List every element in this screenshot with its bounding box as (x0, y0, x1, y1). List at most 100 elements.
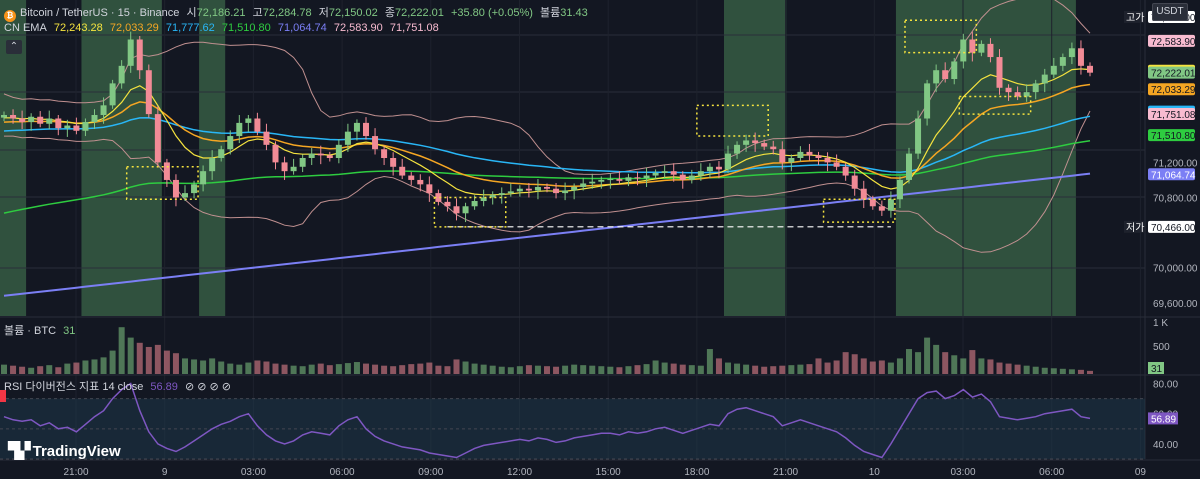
currency-selector[interactable]: USDT (1152, 3, 1188, 21)
volume-legend[interactable]: 볼륨 · BTC 31 (4, 322, 79, 338)
candle-body (797, 151, 804, 158)
candle (453, 198, 460, 221)
candle (1077, 40, 1084, 75)
rsi-flags: ⊘ ⊘ ⊘ ⊘ (184, 381, 232, 393)
candle-body (19, 118, 26, 123)
rsi-legend[interactable]: RSI 다이버전스 지표 14 close 56.89 ⊘ ⊘ ⊘ ⊘ (4, 378, 235, 394)
candle-body (55, 118, 62, 129)
candle (1014, 86, 1021, 101)
candle (598, 176, 605, 189)
candle (1087, 62, 1093, 77)
candle-body (390, 158, 397, 167)
axis-label-value: 70,466.00 (1151, 223, 1196, 234)
volume-bar (571, 364, 578, 374)
candle-body (643, 175, 650, 179)
candle (743, 134, 750, 152)
volume-bar (335, 364, 342, 374)
candle (64, 119, 71, 137)
candle-body (815, 155, 822, 158)
volume-bar (824, 362, 831, 374)
volume-bar (254, 360, 261, 374)
volume-bar (661, 362, 668, 374)
symbol-name[interactable]: Bitcoin / TetherUS · 15 · Binance (20, 7, 180, 19)
ema-value-5: 71,064.74 (277, 22, 327, 34)
volume-bar (10, 365, 17, 374)
candle (326, 151, 333, 162)
candle (706, 163, 713, 179)
candle (516, 185, 523, 197)
rsi-tick-label: 40.00 (1153, 440, 1178, 451)
candle-body (444, 201, 451, 207)
time-tick-label: 09:00 (418, 467, 443, 478)
volume-bar (616, 367, 623, 374)
volume-bar (281, 364, 288, 374)
candle (145, 64, 152, 118)
volume-bar (851, 354, 858, 374)
candle-body (335, 144, 342, 158)
candle-body (960, 39, 967, 62)
ema-legend[interactable]: CN EMA 72,243.28 72,033.29 71,777.62 71,… (4, 22, 443, 34)
axis-label-bg (1148, 220, 1195, 233)
candle (942, 62, 949, 83)
volume-bar (218, 361, 225, 374)
volume-bar (1014, 364, 1021, 374)
volume-bar (534, 365, 541, 374)
candle-body (209, 158, 216, 172)
candle-body (670, 171, 677, 175)
candle-body (290, 166, 297, 172)
candle (281, 156, 288, 180)
candle (100, 97, 107, 124)
candle-body (833, 162, 840, 167)
candle (353, 119, 360, 141)
volume-bar (453, 359, 460, 374)
axis-label-bg (1148, 34, 1195, 47)
volume-bar (1059, 368, 1066, 374)
volume-bar (163, 350, 170, 374)
candle (399, 158, 406, 180)
ohlc-close: 종72,222.01 (384, 7, 444, 19)
candle (824, 152, 831, 172)
volume-bar (562, 365, 569, 374)
axis-label-bg (1148, 83, 1195, 96)
time-tick-label: 21:00 (773, 467, 798, 478)
volume-bar (245, 362, 252, 374)
volume-bar (752, 365, 759, 374)
axis-label-prefix-bg (1124, 220, 1146, 233)
volume-bar (734, 363, 741, 374)
candle-body (924, 83, 931, 119)
volume-bar (290, 365, 297, 374)
volume-bar (136, 342, 143, 374)
candle (91, 109, 98, 130)
candle (697, 163, 704, 181)
bb-lower-value: 71,751.08 (389, 22, 439, 34)
time-tick-label: 21:00 (63, 467, 88, 478)
candle (19, 110, 26, 130)
bb-upper-value: 72,583.90 (333, 22, 383, 34)
axis-label-prefix-bg (1124, 10, 1146, 23)
pattern-box-3 (822, 198, 896, 223)
highlight-band-1 (81, 0, 162, 316)
candle-body (715, 166, 722, 170)
candle-body (743, 140, 750, 145)
candle (625, 173, 632, 187)
candle-body (46, 118, 53, 124)
candle-body (82, 122, 89, 131)
candle-body (806, 151, 813, 156)
candle-body (607, 179, 614, 181)
candle-body (1077, 48, 1084, 66)
candle (1041, 68, 1048, 93)
candle (670, 163, 677, 182)
candle-body (381, 149, 388, 158)
candle (408, 172, 415, 186)
volume-bar (308, 364, 315, 374)
volume-bar (942, 352, 949, 374)
volume-bar (625, 366, 632, 374)
candle (924, 79, 931, 126)
collapse-legend-button[interactable]: ⌃ (6, 40, 22, 54)
candle (616, 171, 623, 185)
candle (218, 145, 225, 162)
candle (308, 147, 315, 166)
candle (553, 183, 560, 199)
candle (417, 174, 424, 192)
